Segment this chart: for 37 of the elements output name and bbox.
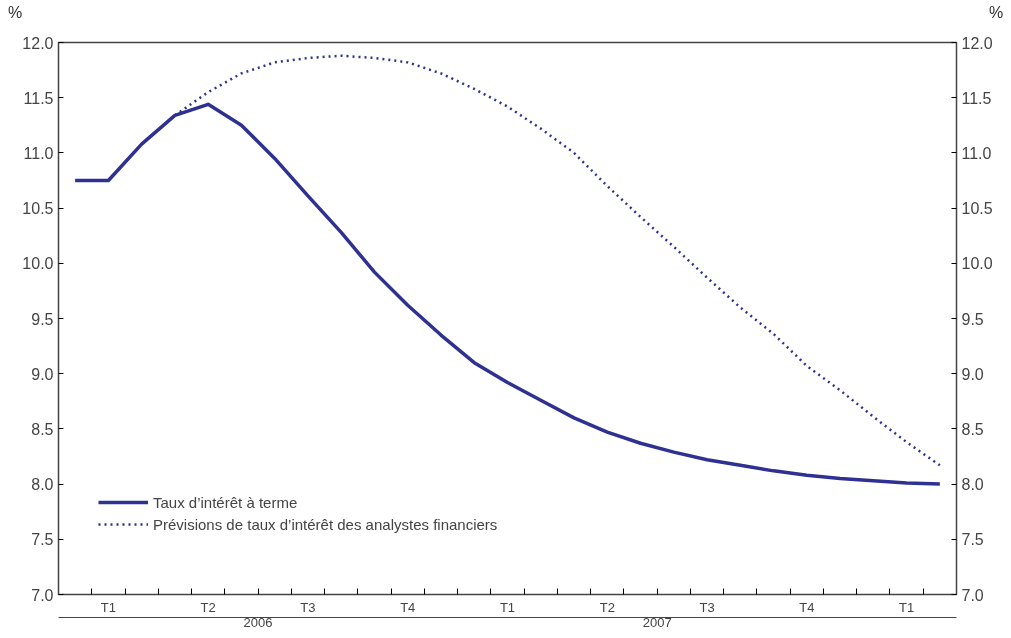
legend-label: Prévisions de taux d’intérêt des analystes financiers bbox=[153, 515, 498, 533]
x-tick-label: T1 bbox=[100, 599, 116, 615]
y-tick-label: 12.0 bbox=[22, 34, 54, 52]
y-axis-title: % bbox=[6, 3, 24, 23]
x-tick-label: T2 bbox=[200, 599, 216, 615]
y-tick-label: 10.5 bbox=[22, 200, 54, 218]
y-tick-label: 9.0 bbox=[31, 365, 54, 383]
x-tick-label: T4 bbox=[799, 599, 815, 615]
y2-axis-title: % bbox=[987, 3, 1005, 23]
x-tick-label: T3 bbox=[699, 599, 715, 615]
y-tick-label: 8.0 bbox=[31, 476, 54, 494]
text: 2007 bbox=[642, 614, 672, 630]
x-tick-label: T4 bbox=[400, 599, 416, 615]
y2-tick-label: 10.5 bbox=[961, 200, 993, 218]
y-tick-label: 11.0 bbox=[23, 144, 54, 162]
y-tick-label: 11.5 bbox=[23, 89, 54, 107]
y2-tick-label: 11.5 bbox=[961, 89, 992, 107]
y-tick-label: 7.5 bbox=[31, 531, 54, 549]
legend-label: Taux d’intérêt à terme bbox=[153, 493, 298, 511]
x-tick-label: T3 bbox=[300, 599, 316, 615]
y2-tick-label: 8.5 bbox=[961, 420, 984, 438]
y2-tick-label: 11.0 bbox=[961, 144, 992, 162]
y2-tick-label: 10.0 bbox=[961, 255, 993, 273]
y-tick-label: 9.5 bbox=[31, 310, 54, 328]
y-tick-label: 7.0 bbox=[31, 586, 54, 604]
y2-tick-label: 7.5 bbox=[961, 531, 984, 549]
x-tick-label: T1 bbox=[899, 599, 915, 615]
y-tick-label: 8.5 bbox=[31, 420, 54, 438]
y2-tick-label: 12.0 bbox=[961, 34, 993, 52]
y2-tick-label: 7.0 bbox=[961, 586, 984, 604]
y2-tick-label: 8.0 bbox=[961, 476, 984, 494]
y-tick-label: 10.0 bbox=[22, 255, 54, 273]
x-tick-label: T1 bbox=[499, 599, 516, 615]
y2-tick-label: 9.5 bbox=[961, 310, 984, 328]
x-tick-label: T2 bbox=[599, 599, 615, 615]
text: 2006 bbox=[243, 614, 273, 630]
y2-tick-label: 9.0 bbox=[961, 365, 984, 383]
